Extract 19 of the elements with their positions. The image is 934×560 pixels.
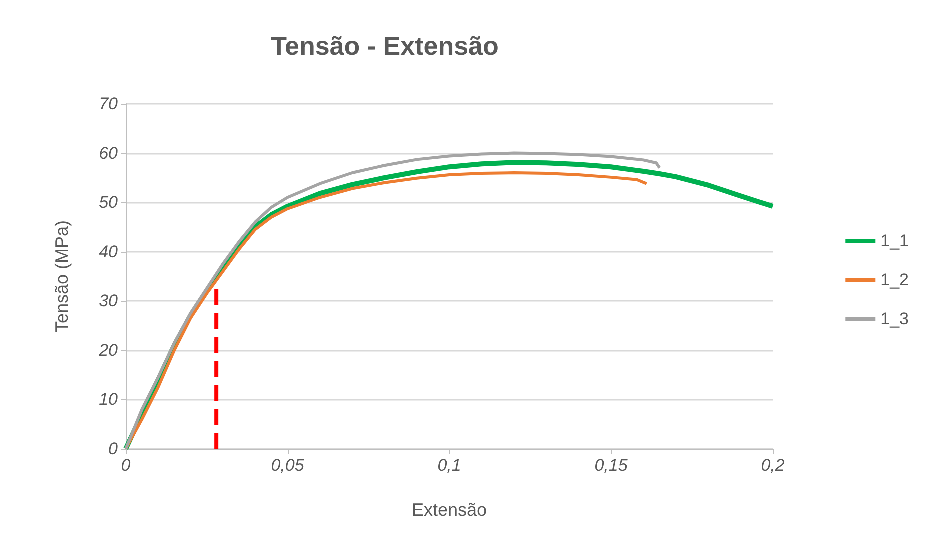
chart-title: Tensão - Extensão [271, 31, 499, 61]
legend-label: 1_1 [880, 232, 910, 250]
y-axis-title: Tensão (MPa) [52, 220, 72, 333]
y-tick-label: 70 [99, 94, 119, 114]
legend-label: 1_2 [880, 270, 910, 290]
x-tick-label: 0 [121, 456, 132, 475]
y-tick-label: 40 [99, 242, 119, 262]
y-tick-label: 30 [99, 292, 119, 311]
y-tick-label: 20 [98, 340, 119, 360]
y-tick-label: 50 [99, 193, 119, 212]
legend-label: 1_3 [880, 310, 910, 328]
x-tick-label: 0,05 [271, 456, 305, 475]
y-tick-label: 60 [99, 144, 119, 163]
y-tick-label: 0 [108, 440, 119, 458]
y-tick-label: 10 [99, 390, 119, 410]
x-tick-label: 0,1 [438, 456, 462, 475]
x-axis-title: Extensão [412, 500, 488, 520]
x-tick-label: 0,15 [594, 456, 628, 475]
x-tick-label: 0,2 [761, 456, 786, 475]
